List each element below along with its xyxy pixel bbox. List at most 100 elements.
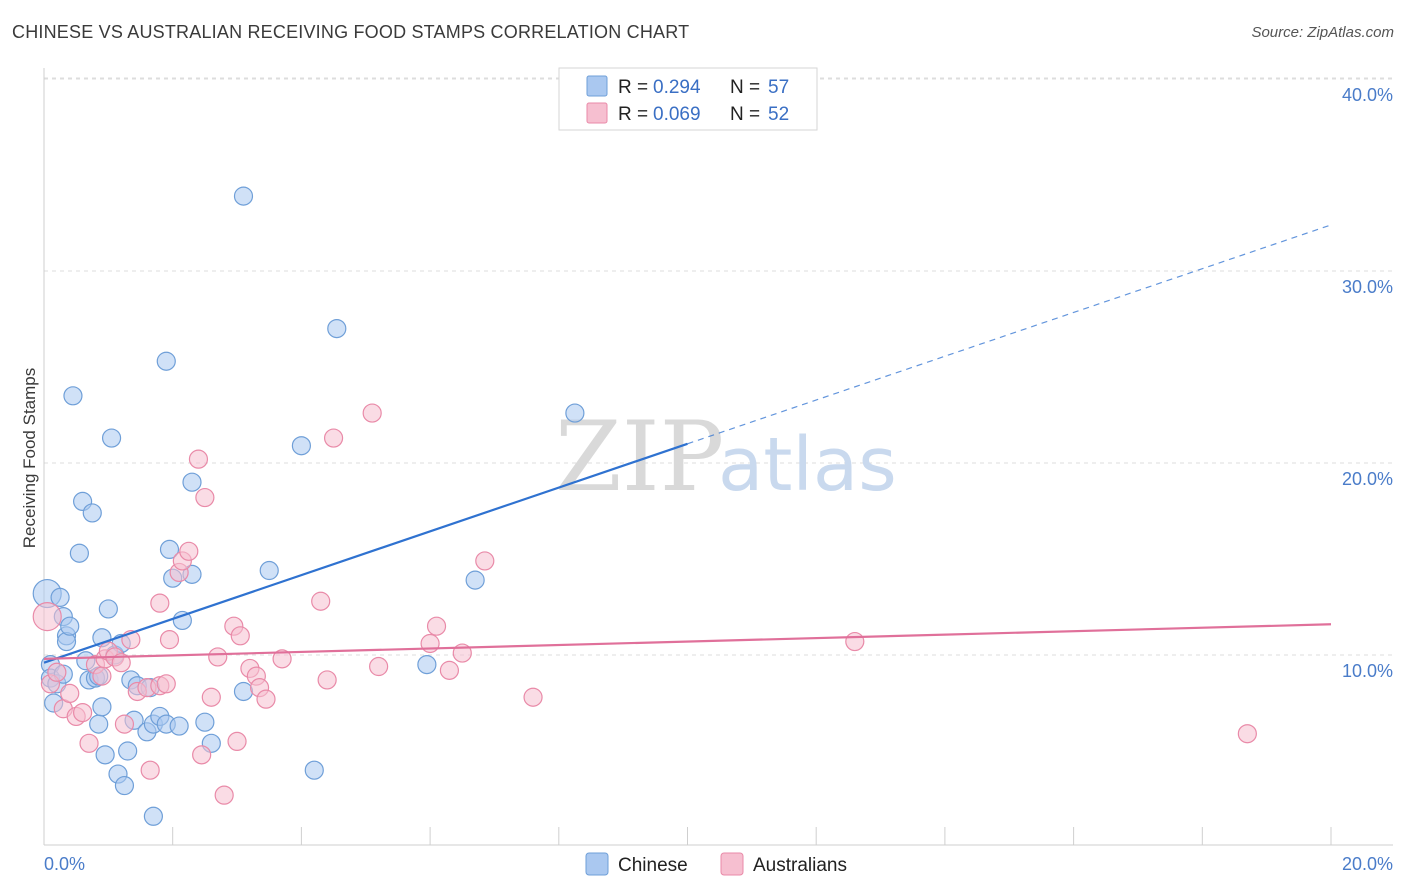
chinese-point <box>195 712 215 732</box>
chinese-point <box>118 741 138 761</box>
legend-box: R = 0.294 N = 57 R = 0.069 N = 52 <box>558 67 818 131</box>
legend-chinese-n-value: 57 <box>768 77 789 98</box>
watermark: ZIP atlas <box>555 401 897 513</box>
australian-point <box>47 662 67 682</box>
data-points <box>32 186 1257 826</box>
chinese-point <box>82 503 102 523</box>
chinese-point <box>327 319 347 339</box>
australian-point <box>439 660 460 680</box>
y-tick-label-40: 40.0% <box>1342 85 1393 105</box>
australian-point <box>317 670 337 690</box>
chinese-point <box>63 386 83 406</box>
bottom-legend: Chinese Australians <box>585 852 847 876</box>
australian-point <box>369 656 389 677</box>
australian-point <box>227 731 247 752</box>
australian-point <box>92 666 112 686</box>
australian-point <box>272 649 292 669</box>
chart-source: Source: ZipAtlas.com <box>1251 24 1394 41</box>
australian-point <box>311 591 331 611</box>
australian-point <box>140 760 160 780</box>
x-tick-label-max: 20.0% <box>1342 854 1393 874</box>
australian-point <box>60 683 80 704</box>
watermark-zip: ZIP <box>555 401 724 513</box>
legend-swatch-chinese <box>586 75 608 97</box>
y-axis-label: Receiving Food Stamps <box>20 368 39 548</box>
australian-point <box>195 487 215 508</box>
australian-point <box>845 631 865 652</box>
australian-point <box>214 785 234 805</box>
australian-point <box>1237 724 1257 744</box>
legend-australians-n-label: N = <box>730 104 760 125</box>
chinese-point <box>95 745 115 765</box>
australian-point <box>32 601 62 632</box>
chinese-trend-line <box>43 442 688 664</box>
bottom-legend-swatch-chinese <box>585 852 609 876</box>
chinese-trend-extension <box>687 224 1332 445</box>
y-tick-label-20: 20.0% <box>1342 469 1393 489</box>
chinese-point <box>156 351 176 371</box>
chinese-point <box>182 472 202 492</box>
chinese-point <box>143 806 163 826</box>
chinese-point <box>465 570 485 590</box>
australian-point <box>523 687 543 707</box>
chinese-point <box>114 775 135 796</box>
chinese-point <box>69 543 89 563</box>
australian-point <box>475 551 495 571</box>
legend-chinese-n-label: N = <box>730 77 760 98</box>
chinese-point <box>169 716 189 736</box>
legend-australians-r-label: R = <box>618 104 648 125</box>
legend-chinese-r-label: R = <box>618 77 648 98</box>
chinese-point <box>259 560 279 581</box>
chinese-point <box>304 760 324 780</box>
australian-point <box>79 733 99 753</box>
australian-point <box>208 647 228 667</box>
axes <box>43 68 1393 846</box>
chinese-point <box>172 610 192 631</box>
australian-point <box>114 714 135 734</box>
trend-lines <box>43 224 1332 664</box>
y-tick-label-10: 10.0% <box>1342 661 1393 681</box>
australian-point <box>150 593 170 613</box>
australian-point <box>323 428 344 448</box>
australian-point <box>192 745 212 765</box>
y-tick-labels: 10.0% 20.0% 30.0% 40.0% <box>1342 85 1393 681</box>
bottom-legend-australians: Australians <box>753 855 847 876</box>
chinese-point <box>291 436 311 456</box>
australian-point <box>426 616 447 636</box>
watermark-atlas: atlas <box>718 422 897 508</box>
bottom-legend-chinese: Chinese <box>618 855 688 876</box>
australian-point <box>179 541 199 561</box>
australian-point <box>230 626 250 646</box>
chinese-point <box>101 428 122 448</box>
chinese-point <box>50 587 70 608</box>
legend-swatch-australians <box>586 102 608 124</box>
australian-trend-line <box>43 623 1332 660</box>
chinese-point <box>89 714 109 734</box>
chinese-point <box>159 539 180 560</box>
australian-point <box>156 674 176 694</box>
bottom-legend-swatch-australians <box>720 852 744 876</box>
chinese-point <box>92 697 112 717</box>
australian-point <box>159 630 180 650</box>
australian-point <box>362 403 382 423</box>
australian-point <box>188 449 209 469</box>
chinese-point <box>60 616 80 636</box>
gridlines <box>44 77 1393 656</box>
x-tick-label-min: 0.0% <box>44 854 85 874</box>
chinese-point <box>417 654 437 675</box>
chinese-point <box>565 403 585 423</box>
chinese-point <box>98 599 118 619</box>
legend-australians-r-value: 0.069 <box>653 104 701 125</box>
chinese-point <box>233 186 254 206</box>
australian-point <box>420 633 440 654</box>
australian-point <box>111 653 131 673</box>
chart-title: CHINESE VS AUSTRALIAN RECEIVING FOOD STA… <box>12 22 690 42</box>
australian-point <box>201 687 221 707</box>
legend-australians-n-value: 52 <box>768 104 789 125</box>
australian-point <box>256 689 276 709</box>
legend-chinese-r-value: 0.294 <box>653 77 701 98</box>
chinese-point <box>233 681 254 702</box>
y-tick-label-30: 30.0% <box>1342 277 1393 297</box>
australian-point <box>73 702 93 723</box>
